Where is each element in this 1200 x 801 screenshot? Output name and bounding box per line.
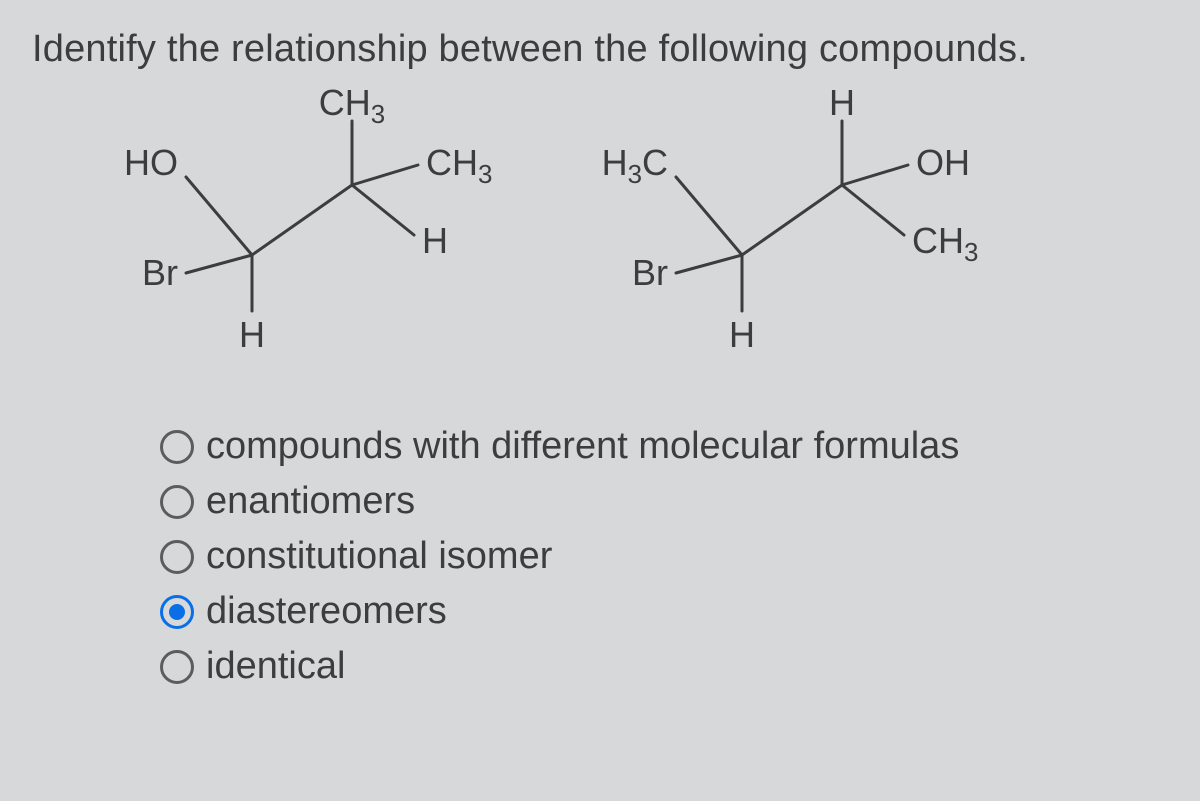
option-0-label: compounds with different molecular formu… [206, 425, 959, 468]
option-2-label: constitutional isomer [206, 535, 552, 578]
s2-upper-left: H3C [602, 142, 668, 189]
radio-3[interactable] [160, 595, 194, 629]
s1-bottom: H [239, 314, 265, 355]
option-3-label: diastereomers [206, 590, 447, 633]
structures-row: CH3 HO CH3 Br H H H H3C OH Br CH3 H [102, 75, 1168, 355]
s1-top: CH3 [319, 82, 385, 129]
question-text: Identify the relationship between the fo… [32, 28, 1168, 71]
option-1-label: enantiomers [206, 480, 415, 523]
s1-upper-right: CH3 [426, 142, 492, 189]
s2-bottom: H [729, 314, 755, 355]
s2-top: H [829, 82, 855, 123]
s2-lower-left: Br [632, 252, 668, 293]
option-3[interactable]: diastereomers [160, 590, 1168, 633]
s1-upper-left: HO [124, 142, 178, 183]
radio-1[interactable] [160, 485, 194, 519]
options-group: compounds with different molecular formu… [160, 425, 1168, 688]
option-0[interactable]: compounds with different molecular formu… [160, 425, 1168, 468]
s2-upper-right: OH [916, 142, 970, 183]
s2-lower-right: CH3 [912, 220, 978, 267]
s1-lower-left: Br [142, 252, 178, 293]
s1-lower-right: H [422, 220, 448, 261]
option-1[interactable]: enantiomers [160, 480, 1168, 523]
structure-1: CH3 HO CH3 Br H H [102, 75, 522, 355]
radio-4[interactable] [160, 650, 194, 684]
radio-0[interactable] [160, 430, 194, 464]
option-2[interactable]: constitutional isomer [160, 535, 1168, 578]
option-4[interactable]: identical [160, 645, 1168, 688]
option-4-label: identical [206, 645, 345, 688]
radio-2[interactable] [160, 540, 194, 574]
structure-2: H H3C OH Br CH3 H [592, 75, 1012, 355]
